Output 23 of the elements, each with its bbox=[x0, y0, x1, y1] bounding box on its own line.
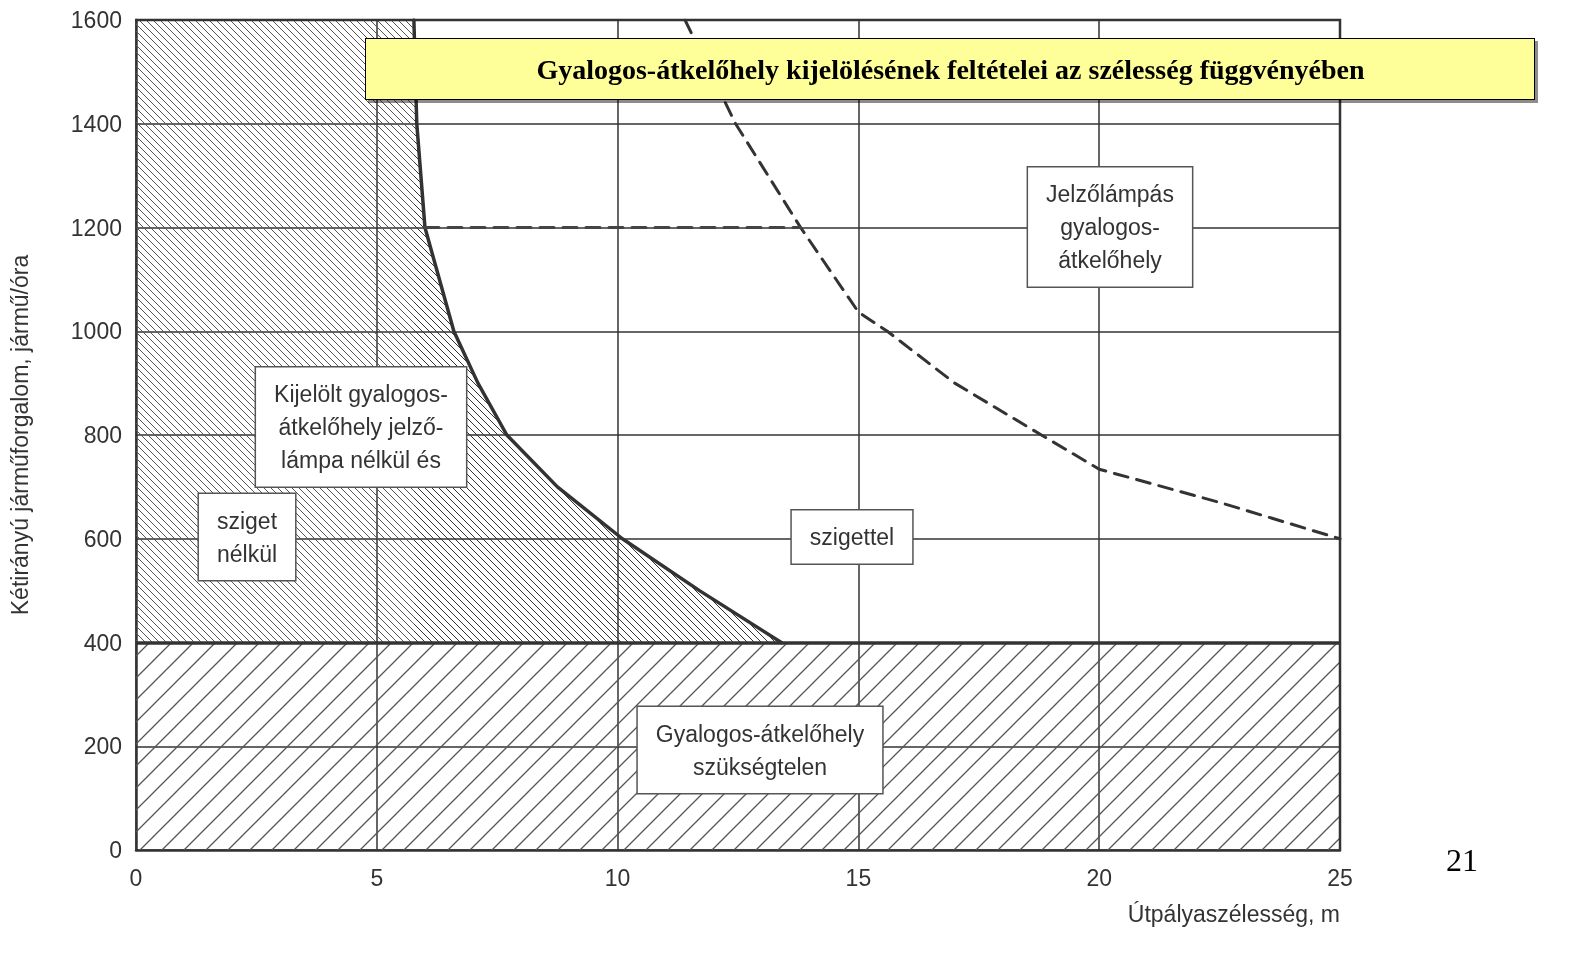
y-tick-label: 1200 bbox=[70, 214, 122, 241]
annotation: szigettel bbox=[809, 524, 895, 550]
annotation: Jelzőlámpás gyalogos- átkelőhely bbox=[1046, 181, 1174, 273]
x-tick-label: 10 bbox=[604, 864, 631, 891]
annotation: sziget nélkül bbox=[216, 507, 278, 567]
y-tick-label: 800 bbox=[83, 422, 122, 448]
annotation: Kijelölt gyalogos- átkelőhely jelző- lámpa nélkül és bbox=[274, 381, 448, 473]
y-tick-label: 600 bbox=[83, 525, 122, 552]
y-axis-title: Kétirányú járműforgalom, jármű/óra bbox=[6, 254, 33, 616]
y-tick-label: 200 bbox=[83, 733, 122, 760]
text: 21 bbox=[1446, 842, 1478, 878]
x-tick-label: 0 bbox=[129, 864, 143, 891]
x-axis-title: Útpályaszélesség, m bbox=[1127, 900, 1340, 927]
annotation: Gyalogos-átkelőhely szükségtelen bbox=[655, 720, 865, 780]
y-tick-label: 400 bbox=[83, 629, 122, 656]
y-tick-label: 1400 bbox=[70, 110, 122, 137]
y-tick-label: 1000 bbox=[70, 318, 122, 345]
x-tick-label: 5 bbox=[370, 864, 384, 891]
x-tick-label: 25 bbox=[1327, 864, 1353, 891]
x-tick-label: 20 bbox=[1086, 864, 1112, 891]
x-tick-label: 15 bbox=[845, 864, 872, 891]
y-tick-label: 1600 bbox=[70, 7, 122, 33]
y-tick-label: 0 bbox=[109, 837, 122, 863]
